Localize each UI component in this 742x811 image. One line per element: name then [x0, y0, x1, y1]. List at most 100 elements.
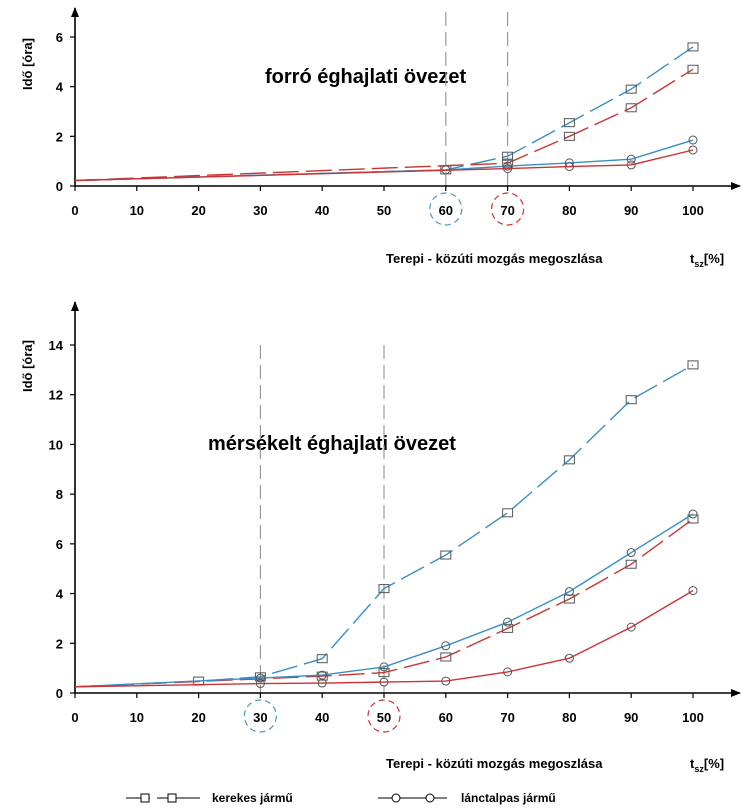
y-tick-label: 6	[56, 30, 63, 45]
x-axis-unit: tsz[%]	[690, 756, 724, 774]
x-tick-label: 10	[130, 203, 144, 218]
y-tick-label: 10	[49, 437, 63, 452]
series-line	[74, 68, 694, 182]
data-point-square	[687, 42, 699, 52]
data-point-square	[563, 131, 575, 141]
x-tick-label: 20	[191, 203, 205, 218]
data-point-circle	[317, 678, 327, 688]
legend-circle-marker	[391, 793, 401, 803]
data-point-circle	[564, 162, 574, 172]
data-point-square	[625, 84, 637, 94]
y-tick-label: 14	[49, 338, 64, 353]
x-tick-label: 100	[682, 710, 704, 725]
data-point-square	[440, 550, 452, 560]
series-line	[74, 149, 694, 182]
data-point-square	[378, 584, 390, 594]
data-point-square	[563, 118, 575, 128]
data-point-square	[254, 672, 266, 682]
data-point-circle	[688, 509, 698, 519]
data-point-circle	[255, 673, 265, 683]
y-tick-label: 0	[56, 686, 63, 701]
x-axis-label: Terepi - közúti mozgás megoszlása	[386, 756, 603, 771]
data-point-square	[502, 158, 514, 168]
x-tick-label: 80	[562, 710, 576, 725]
data-point-circle	[626, 622, 636, 632]
data-point-circle	[626, 160, 636, 170]
reference-circle	[429, 192, 463, 226]
x-axis-label: Terepi - közúti mozgás megoszlása	[386, 251, 603, 266]
reference-circle	[243, 699, 277, 733]
data-point-circle	[379, 677, 389, 687]
x-tick-label: 10	[130, 710, 144, 725]
data-point-square	[316, 654, 328, 664]
legend-label: lánctalpas jármű	[461, 791, 556, 805]
data-point-circle	[564, 653, 574, 663]
data-point-square	[440, 652, 452, 662]
y-tick-label: 2	[56, 636, 63, 651]
reference-circle	[491, 192, 525, 226]
data-point-square	[502, 508, 514, 518]
x-tick-label: 50	[377, 710, 391, 725]
data-point-square	[316, 671, 328, 681]
y-tick-label: 6	[56, 537, 63, 552]
data-point-circle	[564, 587, 574, 597]
chart-hot-zone: forró éghajlati övezet Idő [óra] Terepi …	[20, 7, 741, 269]
data-point-circle	[379, 662, 389, 672]
data-point-square	[687, 64, 699, 74]
data-point-square	[563, 594, 575, 604]
x-tick-label: 60	[439, 203, 453, 218]
x-tick-label: 60	[439, 710, 453, 725]
data-point-circle	[688, 586, 698, 596]
legend: kerekes jármű lánctalpas jármű	[126, 791, 556, 805]
data-point-circle	[503, 667, 513, 677]
x-tick-label: 80	[562, 203, 576, 218]
data-point-circle	[441, 676, 451, 686]
x-tick-label: 20	[191, 710, 205, 725]
data-point-circle	[626, 548, 636, 558]
x-tick-label: 0	[71, 203, 78, 218]
legend-item-tracked: lánctalpas jármű	[378, 791, 556, 805]
y-tick-label: 4	[56, 80, 64, 95]
x-tick-label: 70	[500, 710, 514, 725]
data-point-square	[563, 455, 575, 465]
data-point-circle	[503, 161, 513, 171]
legend-item-wheeled: kerekes jármű	[126, 791, 293, 805]
data-point-square	[687, 514, 699, 524]
legend-label: kerekes jármű	[212, 791, 293, 805]
series-line	[74, 139, 694, 182]
data-point-square	[502, 623, 514, 633]
legend-square-marker	[167, 793, 177, 803]
x-tick-label: 70	[500, 203, 514, 218]
data-point-square	[625, 103, 637, 113]
reference-circle	[367, 699, 401, 733]
x-tick-label: 30	[253, 203, 267, 218]
chart-temperate-zone: mérsékelt éghajlati övezet Idő [óra] Ter…	[20, 301, 741, 774]
x-tick-label: 90	[624, 203, 638, 218]
series-line	[74, 589, 694, 688]
x-tick-label: 50	[377, 203, 391, 218]
y-axis-label: Idő [óra]	[20, 38, 35, 90]
data-point-circle	[255, 679, 265, 689]
x-tick-label: 30	[253, 710, 267, 725]
series-line	[74, 513, 694, 688]
y-tick-label: 4	[56, 587, 64, 602]
legend-circle-marker	[425, 793, 435, 803]
x-tick-label: 40	[315, 710, 329, 725]
data-point-circle	[688, 135, 698, 145]
x-tick-label: 40	[315, 203, 329, 218]
series-line	[74, 518, 694, 688]
x-tick-label: 0	[71, 710, 78, 725]
y-tick-label: 12	[49, 388, 63, 403]
y-axis-label: Idő [óra]	[20, 340, 35, 392]
data-point-circle	[626, 154, 636, 164]
y-tick-label: 2	[56, 129, 63, 144]
x-tick-label: 90	[624, 710, 638, 725]
y-tick-label: 8	[56, 487, 63, 502]
chart-title: forró éghajlati övezet	[265, 66, 466, 88]
data-point-circle	[503, 164, 513, 174]
data-point-square	[625, 559, 637, 569]
data-point-square	[625, 395, 637, 405]
x-tick-label: 100	[682, 203, 704, 218]
data-point-square	[687, 360, 699, 370]
